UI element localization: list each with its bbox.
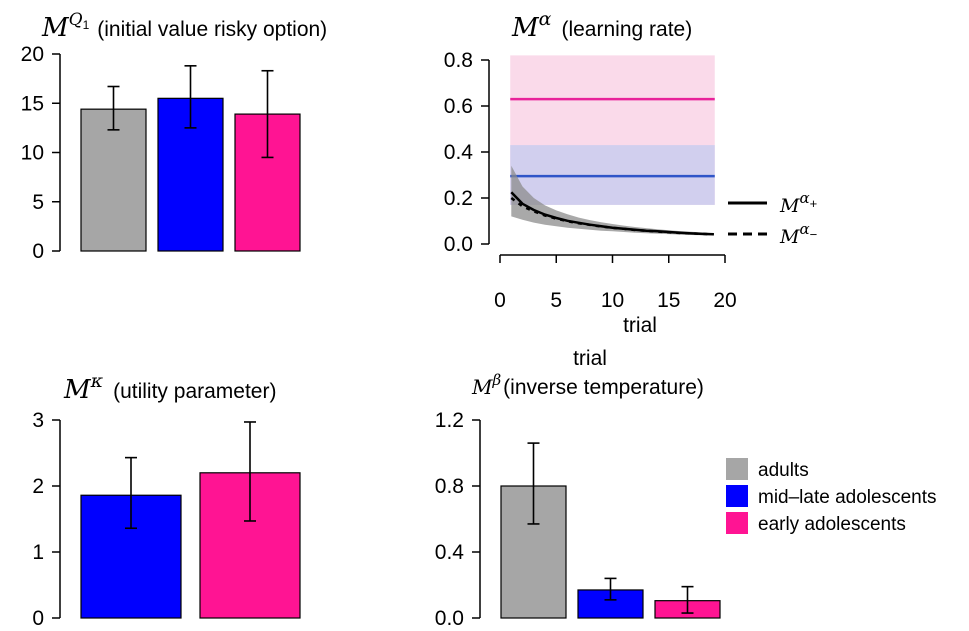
svg-text:Mκ(utility parameter): Mκ (utility parameter) [63,370,276,405]
q1-title-superscript: Q [69,10,83,30]
q1-title-symbol: M [41,13,70,43]
q1-bar-adults [80,108,147,252]
beta-title-superscript: β [491,371,501,389]
q1-y-tick-label: 5 [32,191,44,214]
beta-y-axis: 0.0 0.4 0.8 1.2 [435,409,481,630]
kappa-y-axis: 0 1 2 3 [32,409,61,630]
alpha-y-tick-label: 0.2 [444,187,473,210]
legend-swatch-mid-late [726,485,748,507]
svg-text:MQ1(initial value risky option: MQ1 (initial value risky option) [41,10,327,43]
q1-bars [80,65,301,252]
alpha-x-tick-label: 10 [601,289,624,312]
alpha-plot: 0.0 0.2 0.4 0.6 0.8 0 5 10 15 20 [444,49,737,312]
q1-y-tick-label: 15 [21,92,44,115]
q1-y-tick-label: 10 [21,142,44,165]
panel-q1: MQ1 (initial value risky option) 0 5 10 15 20 [21,10,328,263]
beta-y-tick-label: 0.0 [435,607,464,630]
panel-beta: trial Mβ(inverse temperature) 0.0 0.4 0.8 1… [435,347,721,630]
alpha-legend-plus: Mα+ [779,189,817,217]
alpha-y-tick-label: 0.8 [444,49,473,72]
beta-extra-label: trial [573,347,607,370]
alpha-x-tick-label: 20 [713,289,736,312]
alpha-y-tick-label: 0.0 [444,233,473,256]
beta-title-symbol: M [471,375,493,399]
beta-y-tick-label: 1.2 [435,409,464,432]
alpha-x-tick-label: 5 [550,289,562,312]
kappa-y-tick-label: 2 [32,475,44,498]
alpha-title-superscript: α [539,8,552,30]
kappa-y-tick-label: 1 [32,541,44,564]
kappa-y-tick-label: 3 [32,409,44,432]
legend-label-mid-late: mid–late adolescents [758,487,937,508]
alpha-title-text: (learning rate) [561,18,692,41]
alpha-adult-band [511,165,714,236]
alpha-legend: Mα+ Mα− [728,189,817,248]
alpha-title-symbol: M [511,13,540,43]
legend-swatch-adults [726,458,748,480]
kappa-bars [80,421,301,619]
q1-y-tick-label: 20 [21,43,44,66]
kappa-title-symbol: M [63,375,92,405]
alpha-legend-minus: Mα− [779,220,817,248]
alpha-minus-curve [510,196,714,236]
legend-label-adults: adults [758,460,809,481]
kappa-y-tick-label: 0 [32,607,44,630]
legend-swatch-early [726,512,748,534]
beta-y-tick-label: 0.4 [435,541,465,564]
alpha-x-label: trial [623,314,657,337]
kappa-title-superscript: κ [90,370,104,392]
q1-y-axis: 0 5 10 15 20 [21,43,61,263]
q1-y-tick-label: 0 [32,240,44,263]
panel-alpha: Mα (learning rate) 0.0 0.2 0.4 0.6 0.8 0 5 10 15 2… [444,8,817,337]
alpha-x-tick-label: 0 [494,289,506,312]
alpha-y-tick-label: 0.6 [444,95,473,118]
svg-text:Mβ(inverse temperature): Mβ(inverse temperature) [471,371,704,399]
kappa-title-text: (utility parameter) [113,380,276,403]
legend-label-early: early adolescents [758,514,906,535]
group-legend: adults mid–late adolescents early adoles… [726,458,937,535]
beta-bars [500,442,721,619]
beta-title-text: (inverse temperature) [503,376,704,399]
q1-title-sub: 1 [83,18,90,32]
panel-kappa: Mκ (utility parameter) 0 1 2 3 [32,370,301,630]
alpha-x-tick-label: 15 [657,289,680,312]
alpha-y-tick-label: 0.4 [444,141,474,164]
svg-text:Mα(learning rate): Mα (learning rate) [511,8,692,43]
q1-title-text: (initial value risky option) [97,18,327,41]
beta-y-tick-label: 0.8 [435,475,464,498]
